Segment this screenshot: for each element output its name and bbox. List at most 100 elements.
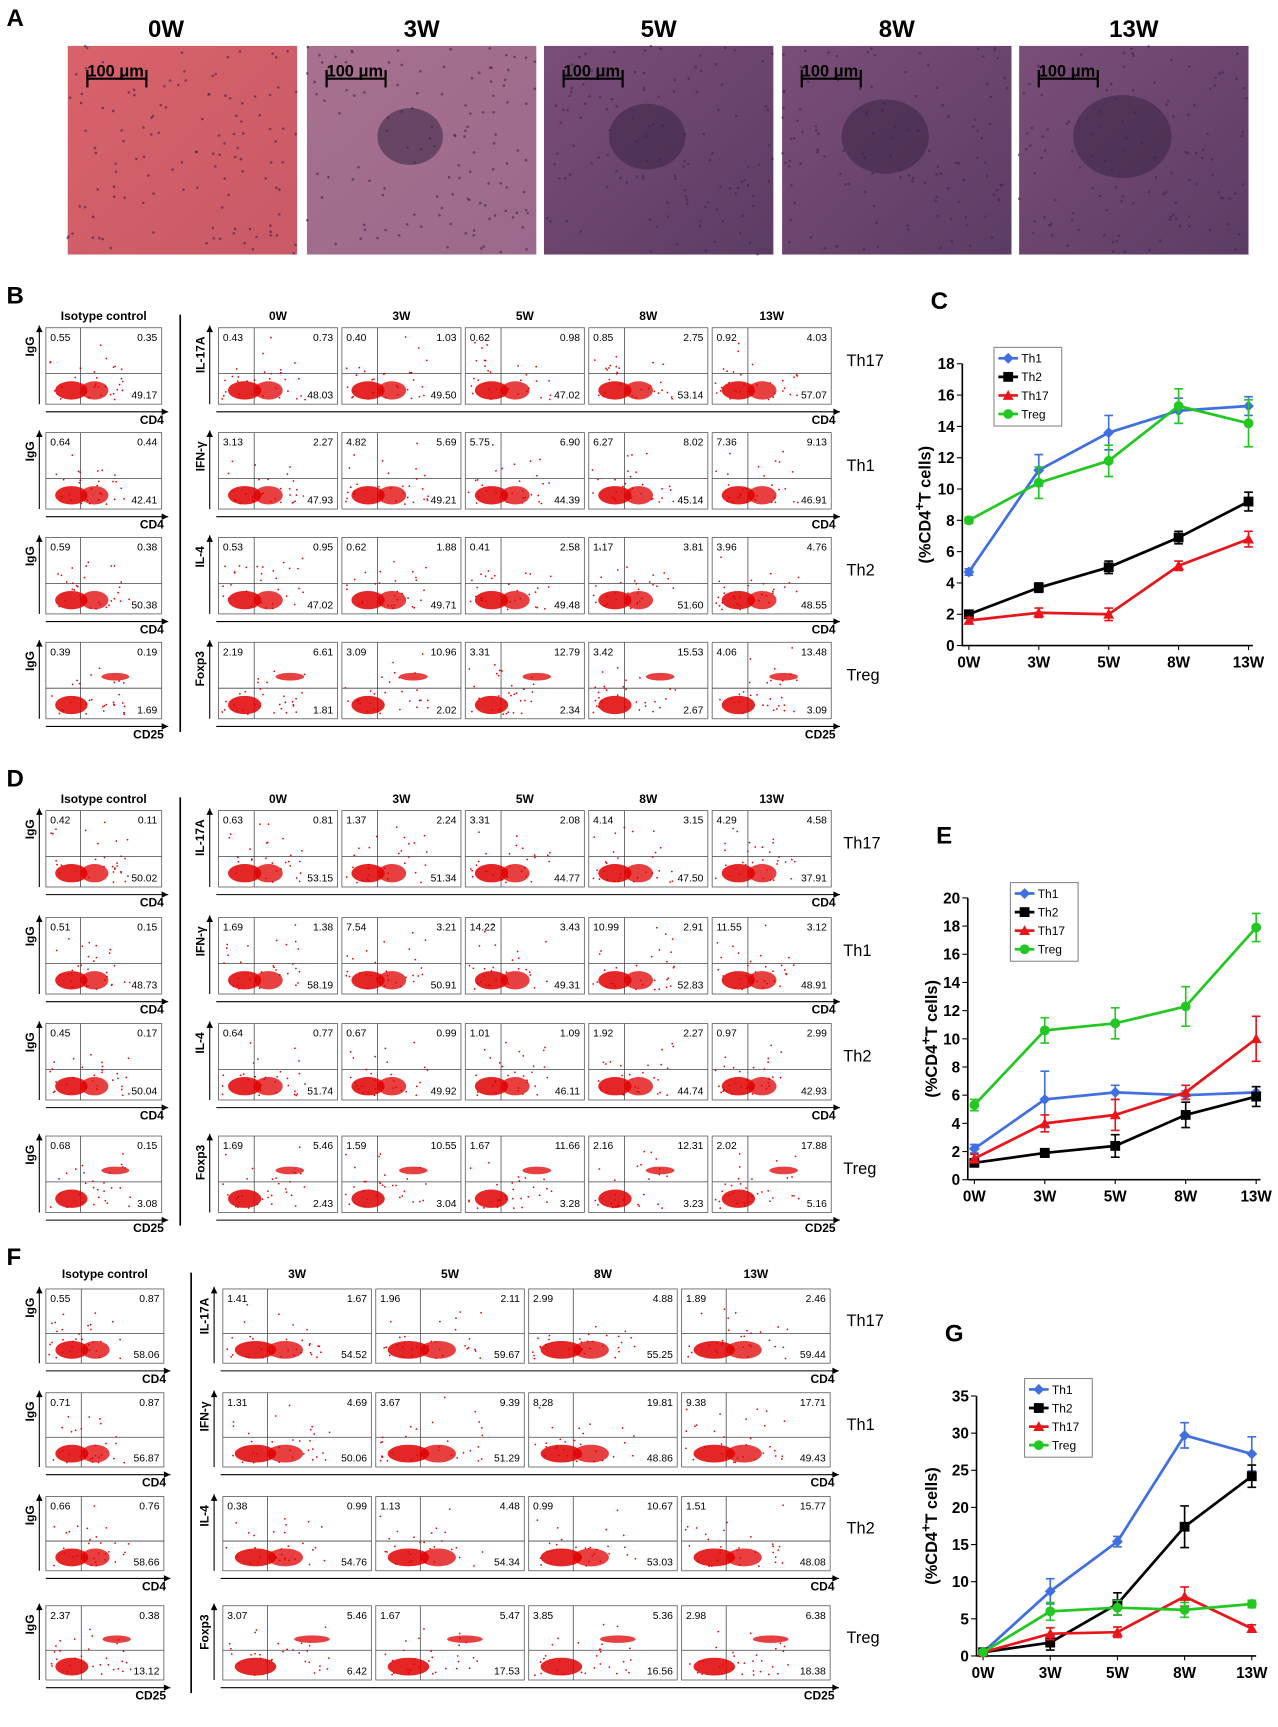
dot xyxy=(614,479,616,481)
dot xyxy=(627,492,629,494)
dot xyxy=(719,1413,721,1415)
dot xyxy=(428,1660,430,1662)
dot xyxy=(383,1347,385,1349)
dot xyxy=(353,1186,355,1188)
dot xyxy=(477,1207,479,1209)
dot xyxy=(549,1335,551,1337)
dot xyxy=(280,372,282,374)
dot xyxy=(666,961,668,963)
nucleus xyxy=(598,156,601,159)
nucleus xyxy=(492,95,495,98)
dot xyxy=(99,1418,101,1420)
dot xyxy=(796,395,798,397)
nucleus xyxy=(958,201,961,204)
quadrant-value: 0.95 xyxy=(313,543,333,554)
nucleus xyxy=(419,70,422,73)
dot xyxy=(105,358,107,360)
dot xyxy=(744,1202,746,1204)
nucleus xyxy=(438,214,441,217)
nucleus xyxy=(1148,191,1151,194)
dot xyxy=(548,861,550,863)
quadrant-value: 0.55 xyxy=(50,333,70,344)
dot xyxy=(540,1557,542,1559)
nucleus xyxy=(388,61,391,64)
dot xyxy=(761,846,763,848)
dot xyxy=(105,1559,107,1561)
nucleus xyxy=(525,56,528,59)
dot xyxy=(90,1564,92,1566)
dot xyxy=(262,694,264,696)
dot xyxy=(256,1453,258,1455)
quadrant-value: 7.36 xyxy=(717,438,737,449)
dot xyxy=(772,839,774,841)
y-axis-label-part: T cells) xyxy=(923,1467,941,1523)
nucleus xyxy=(525,209,528,212)
nucleus xyxy=(254,95,257,98)
nucleus xyxy=(789,219,792,222)
nucleus xyxy=(1195,152,1198,155)
nucleus xyxy=(338,112,341,115)
nucleus xyxy=(181,161,184,164)
dot xyxy=(129,1196,131,1198)
dot xyxy=(365,1181,367,1183)
dot xyxy=(365,572,367,574)
dot xyxy=(518,957,520,959)
dot xyxy=(719,1666,721,1668)
dot xyxy=(294,362,296,364)
dot xyxy=(758,600,760,602)
dot xyxy=(89,1539,91,1541)
dot xyxy=(358,1088,360,1090)
dot xyxy=(292,1649,294,1651)
dot xyxy=(81,1339,83,1341)
dot xyxy=(368,874,370,876)
quadrant-value: 2.08 xyxy=(560,816,580,827)
quadrant-value: 0.99 xyxy=(436,1029,456,1040)
nucleus xyxy=(142,201,145,204)
dot xyxy=(231,1337,233,1339)
nucleus xyxy=(1227,223,1230,226)
nucleus xyxy=(473,229,476,232)
dot xyxy=(268,823,270,825)
dot xyxy=(581,1672,583,1674)
dot xyxy=(61,386,63,388)
dot xyxy=(255,977,257,979)
dot xyxy=(54,1526,56,1528)
dot xyxy=(364,1181,366,1183)
dot xyxy=(89,397,91,399)
quadrant-value: 1.96 xyxy=(380,1294,400,1305)
dot xyxy=(620,383,622,385)
quadrant-value: 49.43 xyxy=(800,1454,826,1465)
dot xyxy=(288,1560,290,1562)
dot xyxy=(439,1321,441,1323)
dot xyxy=(322,1452,324,1454)
lesion xyxy=(377,108,443,165)
quadrant-value: 15.53 xyxy=(678,647,704,658)
nucleus xyxy=(449,223,452,226)
dot xyxy=(769,1079,771,1081)
nucleus xyxy=(1132,89,1135,92)
nucleus xyxy=(1106,209,1109,212)
dot xyxy=(96,1085,98,1087)
dot xyxy=(478,861,480,863)
dot xyxy=(287,973,289,975)
dot xyxy=(71,589,73,591)
dot xyxy=(535,591,537,593)
dot xyxy=(90,1458,92,1460)
dot xyxy=(533,1065,535,1067)
nucleus xyxy=(1112,241,1115,244)
cell-cluster xyxy=(646,673,675,681)
cell-cluster xyxy=(228,1190,261,1208)
dot xyxy=(222,1085,224,1087)
nucleus xyxy=(157,131,160,134)
dot xyxy=(658,870,660,872)
dot xyxy=(82,1165,84,1167)
dot xyxy=(666,1175,668,1177)
nucleus xyxy=(1170,172,1173,175)
dot xyxy=(277,1643,279,1645)
quadrant-value: 17.71 xyxy=(800,1398,826,1409)
dot xyxy=(740,1086,742,1088)
dot xyxy=(720,556,722,558)
dot xyxy=(229,837,231,839)
nucleus xyxy=(904,71,907,74)
dot xyxy=(561,1539,563,1541)
